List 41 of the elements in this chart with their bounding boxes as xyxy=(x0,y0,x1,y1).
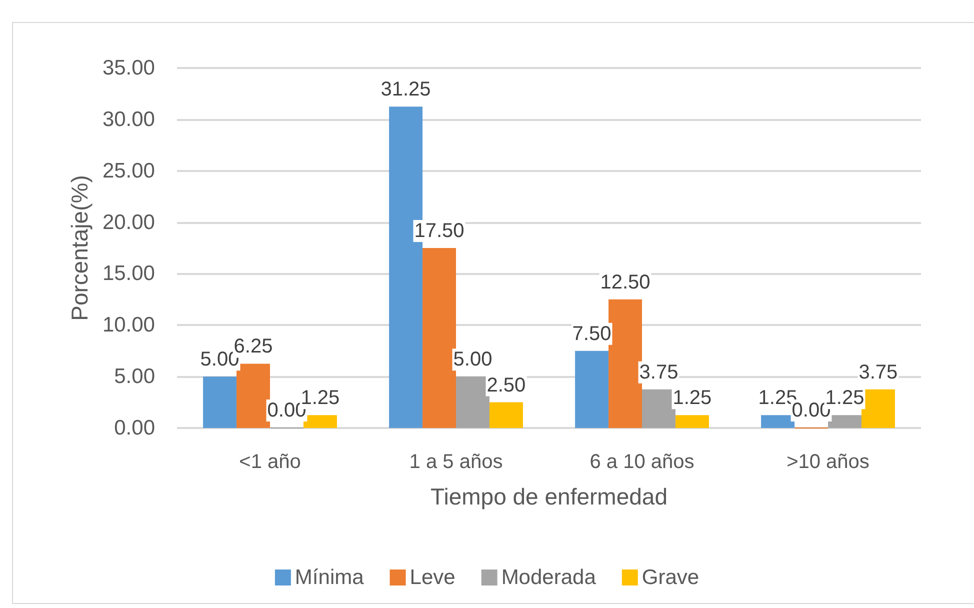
data-label: 31.25 xyxy=(380,78,431,101)
x-tick-label: >10 años xyxy=(786,451,870,473)
y-tick-label: 30.00 xyxy=(102,108,155,131)
legend-label: Leve xyxy=(410,566,456,589)
bar xyxy=(608,299,642,428)
y-tick-label: 0.00 xyxy=(114,416,155,440)
x-tick-label: 1 a 5 años xyxy=(409,451,503,473)
y-tick-label: 15.00 xyxy=(102,262,155,286)
y-tick-label: 35.00 xyxy=(102,56,155,80)
data-label: 2.50 xyxy=(486,374,526,396)
y-axis-title: Porcentaje(%) xyxy=(66,175,92,321)
data-label: 1.25 xyxy=(672,387,712,410)
bar xyxy=(456,376,490,428)
y-tick-label: 20.00 xyxy=(102,210,155,234)
legend-label: Grave xyxy=(642,566,700,589)
bar xyxy=(642,389,676,428)
legend-label: Mínima xyxy=(294,566,364,589)
bar xyxy=(675,415,709,428)
data-label: 1.25 xyxy=(825,387,864,410)
bar xyxy=(828,415,862,428)
x-tick-label: 6 a 10 años xyxy=(590,451,694,473)
legend-label: Moderada xyxy=(501,566,596,589)
data-label: 3.75 xyxy=(858,361,898,384)
data-label: 12.50 xyxy=(600,271,650,294)
x-tick-label: <1 año xyxy=(239,451,301,473)
bar xyxy=(575,350,609,428)
data-label: 1.25 xyxy=(300,387,340,410)
bar xyxy=(303,415,337,428)
data-label: 5.00 xyxy=(453,348,492,371)
bar xyxy=(203,376,237,428)
x-axis-title: Tiempo de enfermedad xyxy=(430,484,668,510)
bar xyxy=(236,364,270,428)
data-label: 3.75 xyxy=(639,361,678,384)
data-label: 7.50 xyxy=(572,322,612,345)
y-tick-label: 10.00 xyxy=(102,314,155,337)
data-label: 17.50 xyxy=(414,220,464,242)
y-tick-label: 5.00 xyxy=(114,365,155,388)
bar xyxy=(761,415,795,428)
bar xyxy=(489,402,523,428)
y-tick-label: 25.00 xyxy=(102,159,155,182)
bar xyxy=(422,248,456,428)
